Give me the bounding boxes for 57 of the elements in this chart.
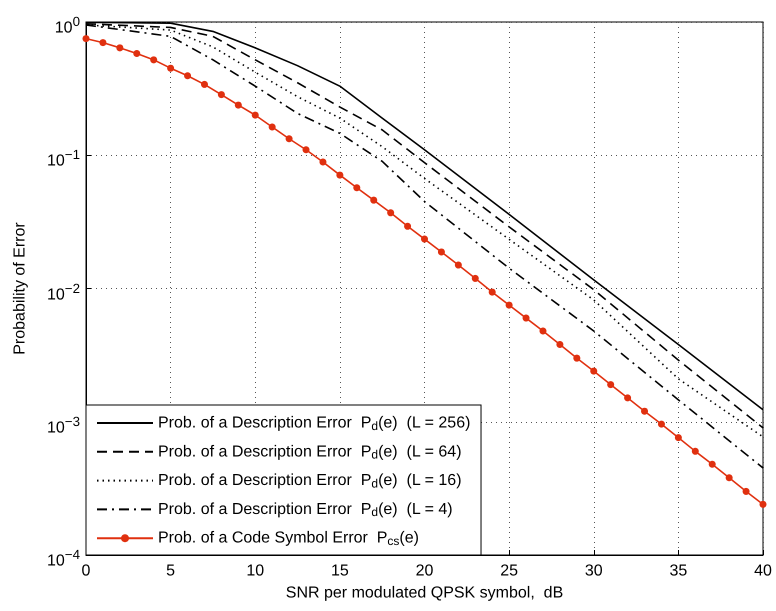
point [658,420,665,428]
x-tick-label: 20 [416,562,434,580]
point [726,474,733,482]
x-tick-label: 35 [669,562,688,580]
point [454,262,462,269]
point [319,158,326,166]
point [472,274,479,282]
point [184,72,192,80]
x-tick-label: 30 [584,562,603,580]
x-tick-label: 10 [246,562,264,580]
point [336,172,344,179]
point [234,102,242,109]
point [742,488,750,495]
point [99,39,106,46]
y-tick-label: 10$^{−4}$ [46,546,80,572]
point [438,248,445,256]
point [708,460,716,468]
x-tick-label: 0 [82,562,91,580]
y-tick-label: 10$^{−3}$ [46,412,80,438]
point [488,288,496,296]
y-tick-label: 10$^{−2}$ [47,280,80,303]
point [82,35,90,42]
point [302,146,310,154]
point [674,434,682,442]
point [760,500,766,508]
point [506,302,513,309]
point [573,354,580,362]
point [252,112,259,119]
point [607,381,614,388]
y-tick-label: 10$^{−1}$ [46,146,80,172]
point [286,135,293,142]
point [116,44,124,52]
point [167,64,174,72]
y-axis-title: Probability of Error [12,222,28,355]
point [133,50,140,58]
point [641,408,648,415]
point [556,340,564,348]
point [539,327,546,334]
point [421,236,428,243]
point [624,394,632,402]
x-tick-label: 25 [500,562,518,580]
point [370,196,378,204]
x-tick-label: 40 [754,562,772,580]
y-tick-label: 10$^{0}$ [54,13,80,38]
x-tick-label: 5 [166,562,176,580]
x-axis-title: SNR per modulated QPSK symbol, dB [286,584,564,602]
x-tick-label: 15 [330,562,349,580]
point [522,314,530,322]
point [218,91,225,98]
point [692,448,699,455]
point [353,184,360,192]
point [404,222,412,230]
point [200,80,208,88]
point [590,368,598,375]
point [150,56,158,64]
point [268,123,276,130]
point [387,209,394,216]
